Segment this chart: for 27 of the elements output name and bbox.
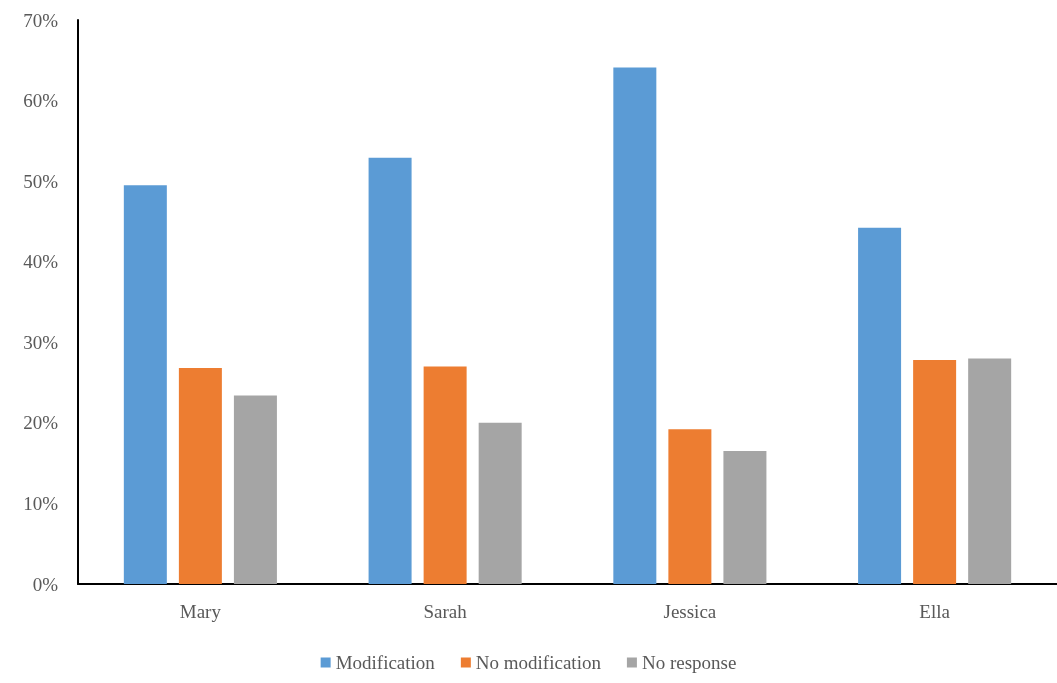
bar [233,395,277,584]
y-tick-label: 60% [23,90,59,112]
legend-label: No response [641,652,737,673]
bar [913,360,957,584]
x-tick-label: Sarah [423,601,468,622]
bar [613,67,657,584]
bar [368,157,412,584]
y-tick-label: 10% [23,492,59,514]
legend-label: No modification [475,652,602,673]
y-tick-label: 20% [23,412,59,434]
bar [858,227,902,584]
x-tick-label: Mary [179,601,222,622]
bar [668,429,712,584]
bar [968,358,1012,584]
y-tick-label: 30% [23,331,59,353]
bar [123,185,167,584]
y-tick-label: 50% [23,170,59,192]
bar [723,451,767,584]
y-tick-label: 0% [32,573,59,595]
bar [178,368,222,584]
x-tick-label: Jessica [663,601,717,622]
y-tick-label: 70% [23,9,59,31]
legend-label: Modification [335,652,436,673]
bar [423,366,467,584]
bar [478,422,522,584]
x-tick-label: Ella [919,601,951,622]
y-tick-label: 40% [23,251,59,273]
